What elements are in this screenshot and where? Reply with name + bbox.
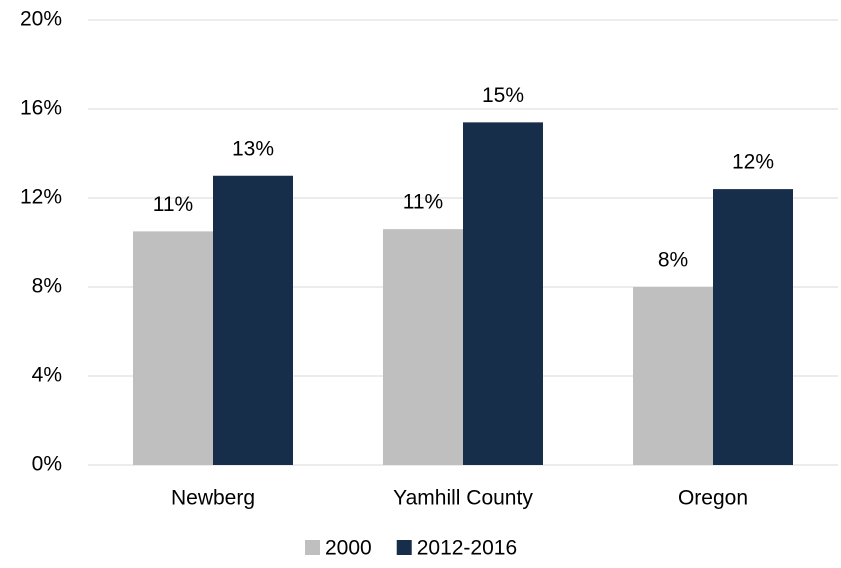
bar: [633, 287, 713, 465]
legend-label: 2012-2016: [417, 537, 517, 560]
data-label: 11%: [153, 193, 193, 216]
bar: [213, 175, 293, 465]
x-tick-label: Oregon: [678, 487, 748, 510]
bar: [713, 189, 793, 465]
legend-swatch: [396, 540, 412, 555]
data-label: 12%: [732, 151, 774, 174]
legend-swatch: [305, 540, 320, 555]
x-tick-label: Newberg: [171, 487, 255, 510]
y-tick-label: 0%: [32, 453, 62, 476]
data-label: 15%: [482, 84, 524, 107]
bar: [463, 122, 543, 465]
y-tick-label: 16%: [20, 97, 62, 120]
data-label: 13%: [232, 137, 274, 160]
y-tick-label: 20%: [20, 8, 62, 31]
bar: [133, 231, 213, 465]
y-tick-label: 4%: [32, 364, 62, 387]
bar: [383, 229, 463, 465]
data-label: 11%: [403, 191, 443, 214]
x-tick-label: Yamhill County: [393, 487, 533, 510]
data-label: 8%: [658, 249, 688, 272]
legend-label: 2000: [325, 537, 372, 560]
y-tick-label: 12%: [20, 186, 62, 209]
y-tick-label: 8%: [32, 275, 62, 298]
